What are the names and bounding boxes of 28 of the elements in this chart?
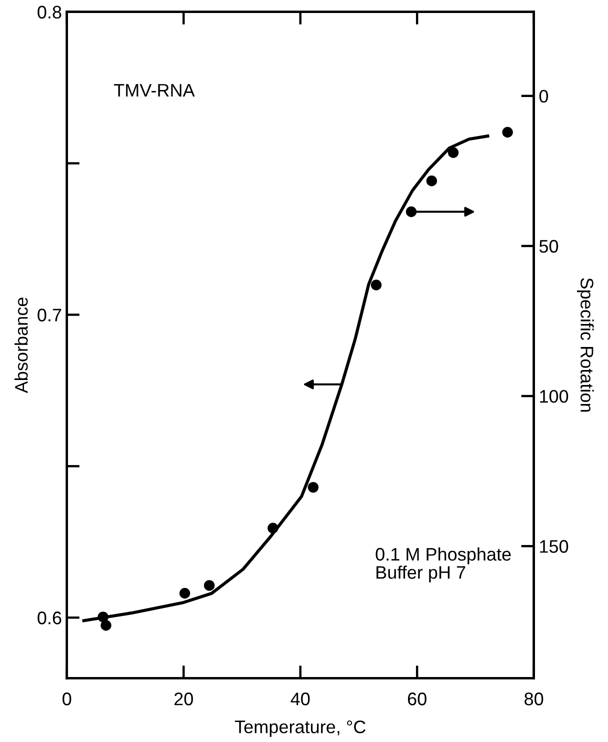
y2-axis-title: Specific Rotation	[576, 278, 594, 412]
x-tick-label: 20	[174, 692, 193, 706]
point	[204, 580, 215, 591]
y2-tick-label: 0	[539, 90, 548, 103]
point	[502, 126, 513, 138]
x-tick-label: 40	[290, 692, 310, 706]
x-tick-label: 60	[408, 692, 426, 706]
point	[98, 612, 108, 622]
point	[370, 280, 382, 290]
y2-tick-label: 150	[540, 540, 568, 553]
point	[268, 522, 278, 534]
x-tick-label: 80	[524, 692, 544, 706]
annotation: 0.1 M Phosphate Buffer pH 7	[376, 547, 511, 582]
point	[308, 482, 319, 493]
point	[100, 620, 112, 631]
x-axis-title: Temperature, °C	[234, 720, 366, 737]
x-tick-label: 0	[62, 692, 72, 706]
point	[426, 176, 438, 186]
annotation: TMV-RNA	[114, 84, 195, 96]
y-axis-title: Absorbance	[14, 298, 28, 394]
point	[448, 147, 459, 158]
y-tick-label: 0.7	[38, 308, 62, 322]
point	[406, 206, 417, 218]
y2-tick-label: 100	[540, 390, 568, 403]
y2-tick-label: 50	[539, 240, 558, 253]
y-tick-label: 0.8	[38, 6, 62, 19]
y-tick-label: 0.6	[38, 612, 62, 624]
point	[179, 588, 190, 599]
